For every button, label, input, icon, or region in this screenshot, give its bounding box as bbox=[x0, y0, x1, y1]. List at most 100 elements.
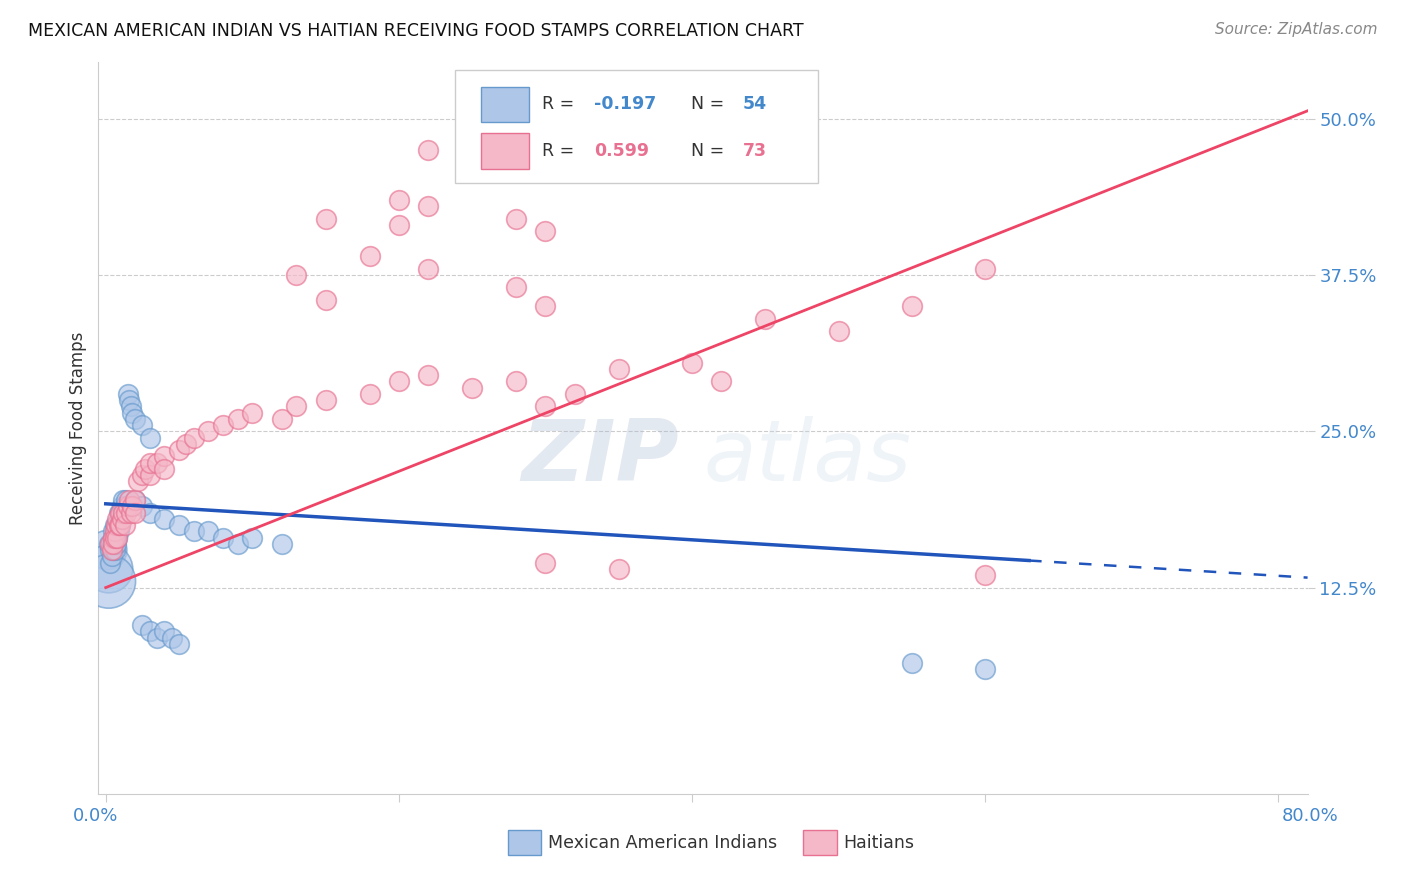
Point bbox=[131, 500, 153, 514]
Point bbox=[359, 249, 381, 263]
Point bbox=[112, 493, 135, 508]
Point bbox=[146, 456, 169, 470]
Point bbox=[388, 193, 411, 207]
Point bbox=[418, 143, 440, 157]
Point bbox=[315, 211, 337, 226]
Text: 80.0%: 80.0% bbox=[1282, 807, 1339, 825]
Point bbox=[901, 656, 924, 670]
Point bbox=[418, 199, 440, 213]
Point bbox=[138, 624, 160, 639]
Point bbox=[101, 531, 124, 545]
Point bbox=[461, 380, 484, 394]
Y-axis label: Receiving Food Stamps: Receiving Food Stamps bbox=[69, 332, 87, 524]
Point bbox=[124, 493, 146, 508]
Point bbox=[124, 506, 146, 520]
Point bbox=[505, 211, 527, 226]
Point bbox=[101, 531, 124, 545]
Point bbox=[160, 631, 183, 645]
Point bbox=[118, 493, 141, 508]
Point bbox=[101, 537, 124, 551]
Point bbox=[98, 537, 121, 551]
Point bbox=[138, 506, 160, 520]
Point bbox=[315, 293, 337, 307]
Point bbox=[270, 537, 292, 551]
Point bbox=[418, 261, 440, 276]
Point bbox=[607, 361, 630, 376]
Point bbox=[134, 462, 156, 476]
Point bbox=[153, 512, 176, 526]
Point bbox=[124, 411, 146, 425]
Point bbox=[974, 568, 997, 582]
Point bbox=[167, 443, 190, 458]
Point bbox=[97, 537, 120, 551]
Point bbox=[534, 556, 557, 570]
Point bbox=[131, 618, 153, 632]
Point bbox=[505, 280, 527, 294]
Point bbox=[681, 355, 703, 369]
Point bbox=[183, 431, 205, 445]
Text: 54: 54 bbox=[742, 95, 768, 113]
Point bbox=[418, 368, 440, 382]
Point bbox=[167, 637, 190, 651]
Text: R =: R = bbox=[543, 95, 579, 113]
Text: N =: N = bbox=[690, 142, 730, 160]
Point bbox=[100, 543, 122, 558]
Point bbox=[534, 399, 557, 413]
Point bbox=[107, 518, 129, 533]
Point bbox=[505, 374, 527, 388]
Point bbox=[127, 475, 149, 489]
FancyBboxPatch shape bbox=[481, 133, 529, 169]
Point bbox=[101, 543, 124, 558]
Point bbox=[153, 450, 176, 464]
Point bbox=[108, 524, 131, 539]
Point bbox=[197, 425, 219, 439]
Point bbox=[131, 417, 153, 432]
Point bbox=[103, 531, 125, 545]
Point bbox=[754, 311, 776, 326]
Point bbox=[111, 500, 134, 514]
Point bbox=[183, 524, 205, 539]
Point bbox=[112, 506, 135, 520]
Point bbox=[226, 411, 249, 425]
Point bbox=[121, 405, 143, 419]
Point bbox=[100, 537, 122, 551]
Point bbox=[226, 537, 249, 551]
Point bbox=[120, 399, 142, 413]
Point bbox=[285, 399, 308, 413]
Point bbox=[131, 468, 153, 483]
Point bbox=[107, 531, 129, 545]
Point bbox=[103, 543, 125, 558]
Point bbox=[974, 662, 997, 676]
Point bbox=[176, 437, 198, 451]
Point bbox=[146, 631, 169, 645]
Point bbox=[105, 537, 128, 551]
Point bbox=[98, 543, 121, 558]
Point bbox=[100, 549, 122, 564]
Point bbox=[117, 386, 139, 401]
Point bbox=[114, 518, 136, 533]
Point bbox=[110, 518, 132, 533]
Text: 0.0%: 0.0% bbox=[73, 807, 118, 825]
Point bbox=[96, 543, 118, 558]
Point bbox=[315, 392, 337, 407]
Point bbox=[534, 299, 557, 313]
Point bbox=[285, 268, 308, 282]
Point bbox=[827, 324, 849, 338]
Text: Source: ZipAtlas.com: Source: ZipAtlas.com bbox=[1215, 22, 1378, 37]
Point bbox=[153, 462, 176, 476]
Point bbox=[197, 524, 219, 539]
Point bbox=[111, 512, 134, 526]
Point bbox=[98, 556, 121, 570]
Text: ZIP: ZIP bbox=[522, 416, 679, 499]
Text: 0.599: 0.599 bbox=[595, 142, 650, 160]
Point bbox=[107, 531, 129, 545]
Point bbox=[103, 537, 125, 551]
Point bbox=[270, 411, 292, 425]
Text: Mexican American Indians: Mexican American Indians bbox=[548, 834, 778, 852]
Point bbox=[108, 518, 131, 533]
Point bbox=[388, 218, 411, 232]
Text: -0.197: -0.197 bbox=[595, 95, 657, 113]
Point bbox=[240, 531, 263, 545]
FancyBboxPatch shape bbox=[481, 87, 529, 122]
Point bbox=[103, 524, 125, 539]
